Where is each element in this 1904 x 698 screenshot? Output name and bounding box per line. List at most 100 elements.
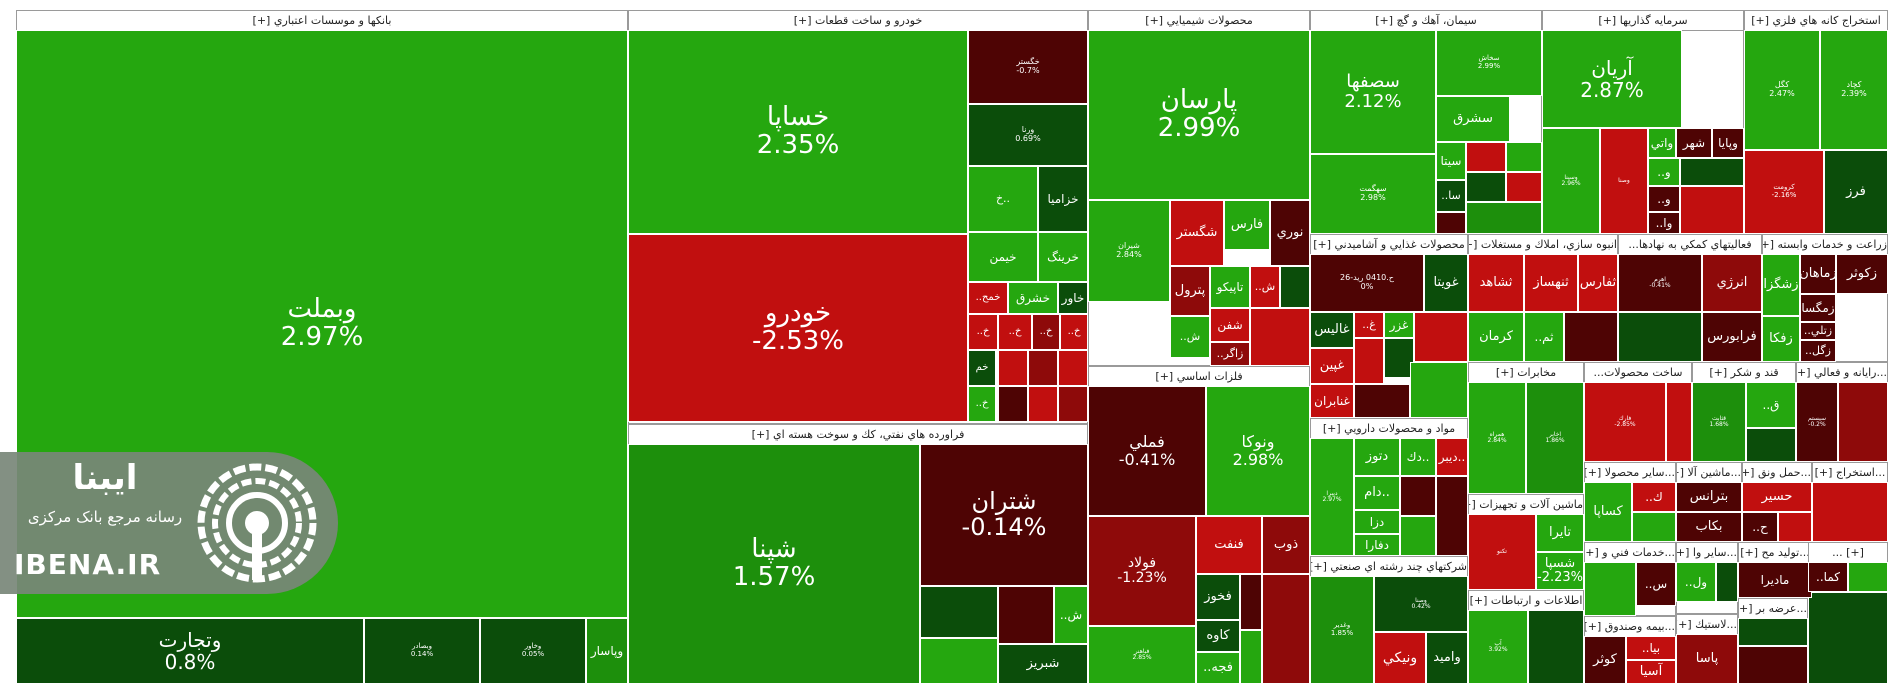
stock-tile[interactable]: وپايا: [1712, 128, 1744, 158]
treemap-cell[interactable]: [1400, 516, 1436, 556]
stock-tile[interactable]: فارك -2.85%: [1584, 382, 1666, 462]
stock-tile[interactable]: خيمن: [968, 232, 1038, 282]
stock-tile[interactable]: پترول: [1170, 266, 1210, 316]
stock-tile[interactable]: زماهان: [1800, 254, 1836, 294]
stock-tile[interactable]: خ..: [968, 166, 1038, 232]
stock-tile[interactable]: قثابت 1.68%: [1692, 382, 1746, 462]
treemap-cell[interactable]: [1506, 142, 1542, 172]
stock-tile[interactable]: ..ق: [1746, 382, 1796, 428]
stock-tile[interactable]: خودرو -2.53%: [628, 234, 968, 422]
stock-tile[interactable]: ..س: [1636, 562, 1676, 606]
sector-header[interactable]: محصولات غذايي و آشاميدني [+]: [1311, 235, 1467, 255]
stock-tile[interactable]: وسينا 2.96%: [1542, 128, 1600, 234]
stock-tile[interactable]: دك..: [1400, 438, 1436, 476]
treemap-cell[interactable]: [1808, 592, 1888, 684]
stock-tile[interactable]: خرينگ: [1038, 232, 1088, 282]
stock-tile[interactable]: اخابر 1.86%: [1526, 382, 1584, 494]
stock-tile[interactable]: زشگزا: [1762, 254, 1800, 316]
sector-header[interactable]: شركتهاي چند رشته اي صنعتي [+]: [1311, 557, 1467, 577]
stock-tile[interactable]: ..خمح: [968, 282, 1008, 314]
sector-header[interactable]: زراعت و خدمات وابسته [+]: [1763, 235, 1887, 255]
stock-tile[interactable]: غاليس: [1310, 312, 1354, 348]
sector-header[interactable]: ...حمل ونق [+]: [1743, 463, 1811, 483]
treemap-cell[interactable]: [1716, 562, 1738, 602]
sector-header[interactable]: ساخت محصولات...: [1585, 363, 1691, 383]
stock-tile[interactable]: دفارا: [1354, 534, 1400, 556]
sector-header[interactable]: ...ماشين آلا [+]: [1677, 463, 1741, 483]
sector-header[interactable]: قند و شكر [+]: [1693, 363, 1795, 383]
stock-tile[interactable]: اهرم -0.41%: [1618, 254, 1702, 312]
treemap-cell[interactable]: [1564, 312, 1618, 362]
sector-header[interactable]: مواد و محصولات دارويي [+]: [1311, 419, 1467, 439]
treemap-cell[interactable]: [1414, 312, 1468, 362]
sector-header[interactable]: مخابرات [+]: [1469, 363, 1583, 383]
stock-tile[interactable]: ذوب: [1262, 516, 1310, 574]
stock-tile[interactable]: وخاور 0.05%: [480, 618, 586, 684]
stock-tile[interactable]: حسير: [1742, 482, 1812, 512]
stock-tile[interactable]: خزاميا: [1038, 166, 1088, 232]
stock-tile[interactable]: ..فجه: [1196, 652, 1240, 684]
stock-tile[interactable]: كرمان: [1468, 312, 1524, 362]
stock-tile[interactable]: بترانس: [1676, 482, 1742, 512]
stock-tile[interactable]: ثنهساز: [1524, 254, 1578, 312]
stock-tile[interactable]: زفكا: [1762, 316, 1800, 362]
stock-tile[interactable]: ..ول: [1676, 562, 1716, 602]
stock-tile[interactable]: فباهنر 2.85%: [1088, 626, 1196, 684]
stock-tile[interactable]: تايرا: [1536, 514, 1584, 552]
stock-tile[interactable]: ..خ: [998, 314, 1032, 350]
treemap-cell[interactable]: [1812, 482, 1888, 542]
stock-tile[interactable]: ديبر..: [1436, 438, 1468, 476]
stock-tile[interactable]: شفن: [1210, 308, 1250, 342]
stock-tile[interactable]: همراه 2.84%: [1468, 382, 1526, 494]
treemap-cell[interactable]: [1466, 142, 1506, 172]
treemap-cell[interactable]: [1436, 476, 1468, 556]
stock-tile[interactable]: فرابورس: [1702, 312, 1762, 362]
treemap-cell[interactable]: [1584, 562, 1636, 616]
stock-tile[interactable]: ثشاهد: [1468, 254, 1524, 312]
stock-tile[interactable]: غويتا: [1424, 254, 1468, 312]
stock-tile[interactable]: غنابران: [1310, 384, 1354, 418]
treemap-cell[interactable]: [1384, 338, 1414, 378]
sector-header[interactable]: ...عرضه بر [+]: [1739, 599, 1807, 619]
stock-tile[interactable]: ..غ: [1354, 312, 1384, 338]
stock-tile[interactable]: ..بيا: [1626, 636, 1676, 660]
sector-header[interactable]: بانكها و موسسات اعتباري [+]: [17, 11, 627, 31]
treemap-cell[interactable]: [1632, 512, 1676, 542]
stock-tile[interactable]: پاسا: [1676, 634, 1738, 684]
stock-tile[interactable]: واميد: [1426, 632, 1468, 684]
stock-tile[interactable]: تكنو: [1468, 514, 1536, 590]
stock-tile[interactable]: نوري: [1270, 200, 1310, 266]
stock-tile[interactable]: شگستر: [1170, 200, 1224, 266]
stock-tile[interactable]: سيتا: [1436, 142, 1466, 180]
sector-header[interactable]: فراورده هاي نفتي، كك و سوخت هسته اي [+]: [629, 425, 1087, 445]
stock-tile[interactable]: فرز: [1824, 150, 1888, 234]
stock-tile[interactable]: ..زتلي: [1800, 322, 1836, 340]
stock-tile[interactable]: ..خ: [968, 314, 998, 350]
sector-header[interactable]: ...بيمه وصندوق [+]: [1585, 617, 1675, 637]
stock-tile[interactable]: ..كما: [1808, 562, 1848, 592]
sector-header[interactable]: اطلاعات و ارتباطات [+]: [1469, 591, 1583, 611]
stock-tile[interactable]: ونيكي: [1374, 632, 1426, 684]
stock-tile[interactable]: سيستم -0.2%: [1796, 382, 1838, 462]
stock-tile[interactable]: ..و: [1648, 186, 1680, 212]
treemap-cell[interactable]: [1058, 350, 1088, 386]
treemap-cell[interactable]: [1666, 382, 1692, 462]
treemap-cell[interactable]: [1240, 630, 1262, 684]
stock-tile[interactable]: دام..: [1354, 476, 1400, 510]
stock-tile[interactable]: خساپا 2.35%: [628, 30, 968, 234]
stock-tile[interactable]: شيران 2.84%: [1088, 200, 1170, 302]
stock-tile[interactable]: بكاب: [1676, 512, 1742, 542]
treemap-cell[interactable]: [998, 350, 1028, 386]
stock-tile[interactable]: ح.0410 ريد-26 0%: [1310, 254, 1424, 312]
treemap-cell[interactable]: [920, 638, 998, 684]
treemap-cell[interactable]: [1240, 574, 1262, 630]
stock-tile[interactable]: سهگمت 2.98%: [1310, 154, 1436, 234]
stock-tile[interactable]: شهر: [1676, 128, 1712, 158]
sector-header[interactable]: سرمايه گذاريها [+]: [1543, 11, 1743, 31]
treemap-cell[interactable]: [1354, 384, 1410, 418]
stock-tile[interactable]: ..زگل: [1800, 340, 1836, 362]
stock-tile[interactable]: خم: [968, 350, 996, 386]
stock-tile[interactable]: وغدير 1.85%: [1310, 576, 1374, 684]
stock-tile[interactable]: سشرق: [1436, 96, 1510, 142]
stock-tile[interactable]: كگل 2.47%: [1744, 30, 1820, 150]
